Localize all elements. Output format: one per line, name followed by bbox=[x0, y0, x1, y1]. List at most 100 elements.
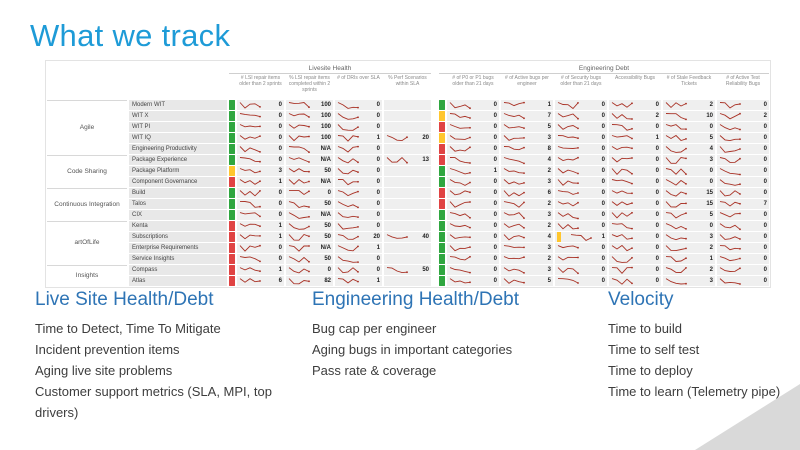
metric-cell bbox=[384, 144, 431, 154]
metric-cell: 0 bbox=[717, 166, 769, 176]
status-bar-livesite bbox=[229, 144, 235, 154]
sparkline bbox=[239, 178, 261, 185]
status-bar-livesite bbox=[229, 210, 235, 220]
row-label: Component Governance bbox=[129, 177, 227, 187]
metric-cell bbox=[384, 221, 431, 231]
metric-value: 0 bbox=[493, 201, 497, 207]
metric-value: 0 bbox=[601, 201, 605, 207]
metric-value: N/A bbox=[320, 146, 331, 152]
sparkline bbox=[449, 167, 471, 174]
metric-value: 0 bbox=[376, 223, 380, 229]
metric-value: 0 bbox=[763, 212, 767, 218]
metric-cell: 0 bbox=[717, 133, 769, 143]
metric-cell bbox=[384, 254, 431, 264]
metric-value: 1 bbox=[655, 135, 659, 141]
sparkline bbox=[337, 277, 359, 283]
metric-cell: 4 bbox=[501, 232, 553, 242]
metric-value: 5 bbox=[547, 278, 551, 284]
metric-cell: 0 bbox=[609, 144, 661, 154]
section-items: Time to build Time to self test Time to de… bbox=[608, 318, 793, 402]
sparkline bbox=[503, 189, 525, 197]
metric-cell: 0 bbox=[555, 166, 607, 176]
metric-value: 3 bbox=[709, 278, 713, 284]
metric-value: 40 bbox=[422, 234, 429, 240]
metric-value: 0 bbox=[655, 179, 659, 185]
metric-cell: 0 bbox=[555, 276, 607, 286]
sparkline bbox=[557, 255, 579, 261]
sparkline bbox=[239, 101, 261, 109]
metric-cell: 0 bbox=[447, 122, 499, 132]
metric-value: 0 bbox=[763, 124, 767, 130]
metric-cell bbox=[384, 276, 431, 286]
sparkline bbox=[337, 222, 359, 230]
status-bar-engineering bbox=[439, 155, 445, 165]
row-label: Talos bbox=[129, 199, 227, 209]
sparkline bbox=[611, 277, 633, 285]
metric-value: 0 bbox=[655, 157, 659, 163]
metric-value: 2 bbox=[547, 201, 551, 207]
sparkline bbox=[665, 255, 687, 262]
sparkline bbox=[611, 178, 633, 184]
sparkline bbox=[557, 112, 579, 120]
metric-cell: 0 bbox=[555, 243, 607, 253]
sparkline bbox=[449, 200, 471, 208]
sparkline bbox=[503, 167, 525, 174]
sparkline bbox=[386, 156, 408, 164]
metric-cell: 0 bbox=[717, 177, 769, 187]
metric-cell: 3 bbox=[501, 265, 553, 275]
metric-cell: 0 bbox=[237, 254, 284, 264]
sparkline bbox=[288, 167, 310, 173]
metric-cell: 3 bbox=[501, 133, 553, 143]
metric-cell: 1 bbox=[237, 265, 284, 275]
metric-value: 0 bbox=[655, 234, 659, 240]
metric-cell: 3 bbox=[663, 276, 715, 286]
metric-value: 0 bbox=[709, 223, 713, 229]
status-bar-engineering bbox=[439, 122, 445, 132]
row-label: Package Experience bbox=[129, 155, 227, 165]
metric-value: 0 bbox=[763, 168, 767, 174]
metric-cell: 0 bbox=[717, 276, 769, 286]
row-label: WIT PI bbox=[129, 122, 227, 132]
metric-cell: 0 bbox=[717, 122, 769, 132]
metric-cell: 1 bbox=[447, 166, 499, 176]
column-header: # of DRIs over SLA bbox=[337, 75, 380, 81]
column-header: # of Security bugs older than 21 days bbox=[560, 75, 602, 87]
metric-cell: 1 bbox=[237, 221, 284, 231]
metric-value: 0 bbox=[763, 223, 767, 229]
metric-cell: 0 bbox=[335, 144, 382, 154]
metric-value: 4 bbox=[709, 146, 713, 152]
metric-cell: 15 bbox=[663, 199, 715, 209]
metric-cell: 50 bbox=[286, 166, 333, 176]
row-group-label: Code Sharing bbox=[47, 155, 127, 187]
section-item: Pass rate & coverage bbox=[312, 363, 437, 379]
section-item: Bug cap per engineer bbox=[312, 321, 437, 336]
metric-cell: 0 bbox=[717, 144, 769, 154]
metric-value: 20 bbox=[422, 135, 429, 141]
metric-cell: 0 bbox=[555, 221, 607, 231]
metric-cell: 0 bbox=[609, 276, 661, 286]
metric-value: 50 bbox=[324, 234, 331, 240]
metric-cell: 2 bbox=[501, 166, 553, 176]
section-item: Incident prevention items bbox=[35, 342, 180, 358]
metric-value: 0 bbox=[655, 201, 659, 207]
metric-cell: 0 bbox=[609, 232, 661, 242]
metric-cell: 0 bbox=[717, 265, 769, 275]
sparkline bbox=[611, 145, 633, 150]
metric-value: 1 bbox=[493, 168, 497, 174]
metric-value: 0 bbox=[493, 223, 497, 229]
sparkline bbox=[611, 123, 633, 131]
metric-cell: 0 bbox=[447, 133, 499, 143]
metric-cell: 0 bbox=[609, 166, 661, 176]
metric-cell: 0 bbox=[335, 122, 382, 132]
row-group-label: Continuous Integration bbox=[47, 188, 127, 220]
sparkline bbox=[449, 145, 471, 152]
metric-cell: 50 bbox=[286, 254, 333, 264]
metric-value: 0 bbox=[327, 267, 331, 273]
status-bar-livesite bbox=[229, 188, 235, 198]
metric-cell: 0 bbox=[555, 188, 607, 198]
status-bar-livesite bbox=[229, 133, 235, 143]
metric-value: 2 bbox=[547, 223, 551, 229]
metric-value: 0 bbox=[763, 256, 767, 262]
metric-cell: 6 bbox=[237, 276, 284, 286]
sparkline bbox=[337, 145, 359, 153]
